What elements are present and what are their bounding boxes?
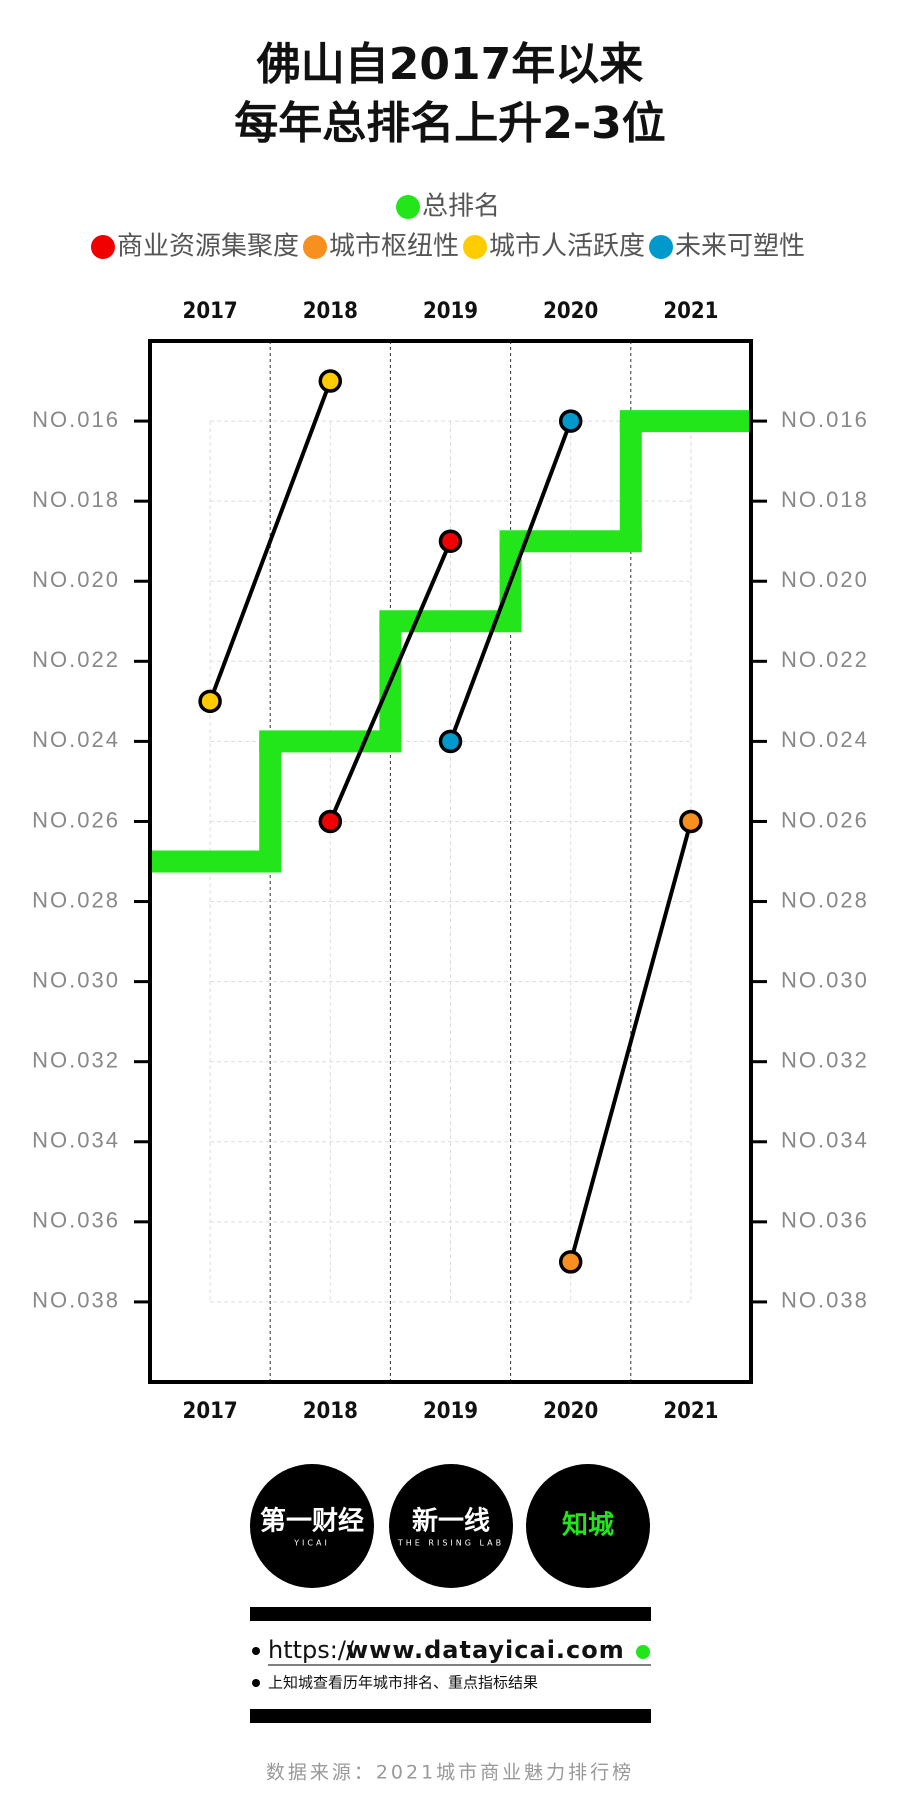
y-tick-label: NO.022 [32, 647, 120, 672]
y-tick-label: NO.024 [32, 727, 120, 752]
y2-tick-label: NO.020 [781, 567, 869, 592]
x-tick-label: 2018 [303, 1399, 358, 1424]
plot-frame [148, 339, 753, 1384]
x-tick-label: 2019 [423, 1399, 478, 1424]
x-tick-label: 2021 [663, 1399, 718, 1424]
x-tick-label: 2017 [183, 1399, 238, 1424]
y-tick-label: NO.032 [32, 1048, 120, 1073]
y2-tick-label: NO.026 [781, 807, 869, 832]
legend-swatch [463, 235, 487, 259]
url-prefix: https:// [268, 1636, 355, 1664]
logo-badge [250, 1464, 374, 1588]
x-tick-label: 2020 [543, 1399, 598, 1424]
y-tick-label: NO.016 [32, 407, 120, 432]
y2-tick-label: NO.028 [781, 887, 869, 912]
y-tick-label: NO.036 [32, 1208, 120, 1233]
y-tick-label: NO.038 [32, 1288, 120, 1313]
series-line [448, 420, 573, 743]
legend-swatch [302, 235, 327, 259]
y2-tick-label: NO.030 [781, 967, 869, 992]
legend-label: 城市枢纽性 [329, 232, 459, 262]
url-dot [636, 1645, 650, 1659]
x-tick-label: 2018 [303, 299, 358, 324]
point [558, 409, 583, 433]
point [318, 809, 343, 834]
point [558, 1250, 583, 1274]
series-line [568, 820, 693, 1263]
bullet [252, 1679, 260, 1687]
series-line [328, 540, 453, 823]
point [438, 729, 463, 754]
divider-bar [250, 1607, 651, 1621]
legend-label: 总排名 [422, 192, 500, 222]
legend-swatch [90, 235, 115, 259]
point [198, 689, 222, 714]
legend-label: 商业资源集聚度 [117, 232, 299, 262]
point [679, 809, 703, 834]
divider-bar [250, 1709, 651, 1723]
x-tick-label: 2017 [183, 299, 238, 324]
source: 数据来源：2021城市商业魅力排行榜 [266, 1762, 634, 1784]
logo-subtext: THE RISING LAB [397, 1539, 504, 1548]
x-tick-label: 2020 [543, 299, 598, 324]
chart-title: 每年总排名上升2-3位 [234, 98, 666, 149]
series-line [208, 380, 333, 703]
y2-tick-label: NO.034 [781, 1128, 869, 1153]
logo-text: 知城 [562, 1511, 614, 1541]
y-tick-label: NO.026 [32, 807, 120, 832]
legend-row: 商业资源集聚度 城市枢纽性 城市人活跃度 未来可塑性 [90, 232, 805, 262]
point [318, 369, 343, 393]
legend-label: 未来可塑性 [675, 232, 805, 262]
legend-swatch [395, 195, 420, 219]
y-tick-label: NO.020 [32, 567, 120, 592]
x-tick-label: 2019 [423, 299, 478, 324]
y-tick-label: NO.034 [32, 1128, 120, 1153]
y2-tick-label: NO.024 [781, 727, 869, 752]
point [438, 529, 463, 553]
legend-swatch [649, 235, 674, 259]
x-tick-label: 2021 [663, 299, 718, 324]
legend-row: 总排名 [395, 192, 500, 222]
y-tick-label: NO.030 [32, 967, 120, 992]
chart-title: 佛山自2017年以来 [256, 39, 643, 90]
y2-tick-label: NO.038 [781, 1288, 869, 1313]
y2-tick-label: NO.022 [781, 647, 869, 672]
url-domain: www.datayicai.com [346, 1636, 625, 1664]
y2-tick-label: NO.032 [781, 1048, 869, 1073]
legend-label: 城市人活跃度 [489, 232, 645, 262]
y2-tick-label: NO.016 [781, 407, 869, 432]
logo-subtext: YICAI [293, 1539, 330, 1548]
logo-text: 第一财经 [260, 1506, 364, 1537]
footer: 第一财经 YICAI 新一线 THE RISING LAB 知城 https:/… [250, 1464, 651, 1784]
bullet [252, 1647, 260, 1655]
y2-tick-label: NO.018 [781, 487, 869, 512]
logo-text: 新一线 [412, 1506, 490, 1537]
note: 上知城查看历年城市排名、重点指标结果 [268, 1674, 538, 1692]
y2-tick-label: NO.036 [781, 1208, 869, 1233]
logo-badge [526, 1464, 650, 1588]
y-tick-label: NO.028 [32, 887, 120, 912]
logo-badge [389, 1464, 513, 1588]
y-tick-label: NO.018 [32, 487, 120, 512]
